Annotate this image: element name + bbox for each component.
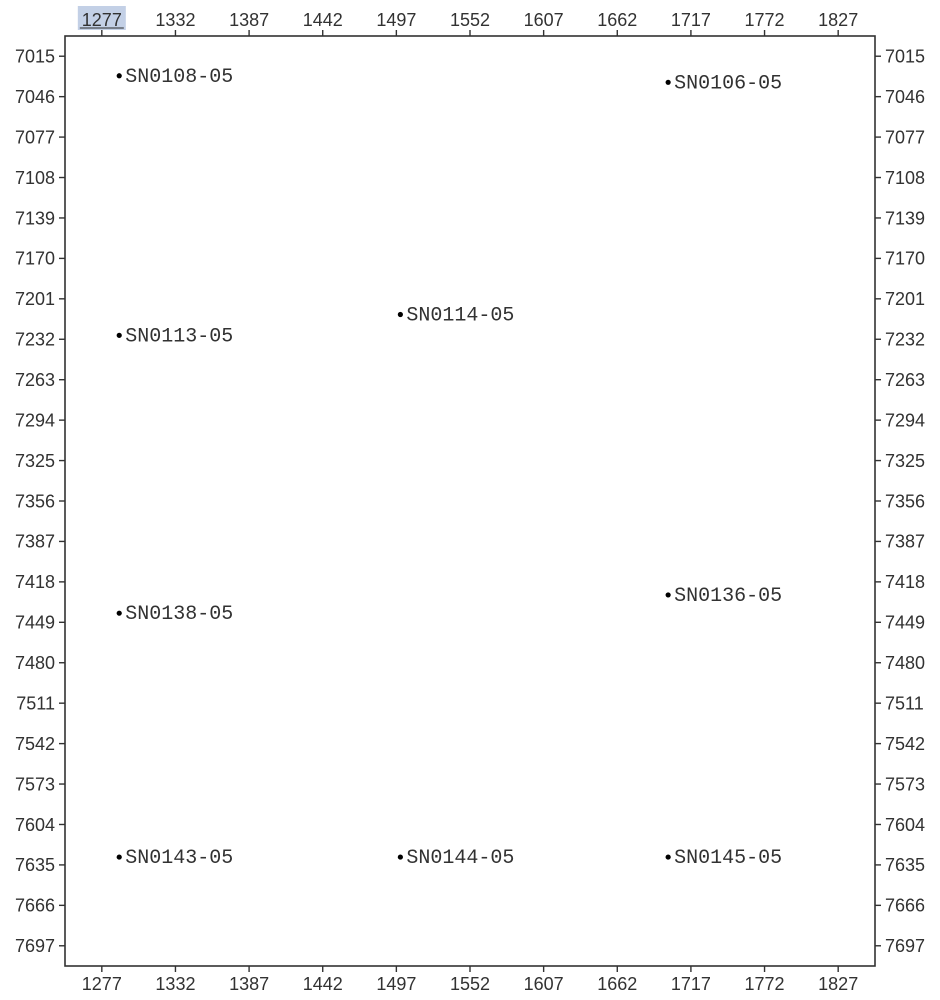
x-tick-top-label: 1442 [303,10,343,30]
x-tick-top-label: 1332 [155,10,195,30]
y-tick-right-label: 7139 [885,208,925,228]
x-tick-bottom-label: 1772 [745,974,785,994]
y-tick-right-label: 7294 [885,410,925,430]
data-point-label: SN0144-05 [406,847,514,870]
x-tick-bottom-label: 1497 [376,974,416,994]
data-point [666,854,671,859]
y-tick-left-label: 7325 [15,451,55,471]
x-tick-top-label: 1387 [229,10,269,30]
y-tick-right-label: 7697 [885,936,925,956]
data-point [666,592,671,597]
y-tick-left-label: 7449 [15,613,55,633]
y-tick-left-label: 7139 [15,208,55,228]
y-tick-left-label: 7387 [15,532,55,552]
x-tick-top-label: 1552 [450,10,490,30]
y-tick-left-label: 7697 [15,936,55,956]
data-point-label: SN0106-05 [674,72,782,95]
data-point-label: SN0138-05 [125,603,233,626]
y-tick-right-label: 7418 [885,572,925,592]
y-tick-left-label: 7263 [15,370,55,390]
y-tick-left-label: 7108 [15,168,55,188]
y-tick-right-label: 7511 [885,693,924,713]
data-point-label: SN0136-05 [674,585,782,608]
data-point [117,611,122,616]
y-tick-left-label: 7015 [15,47,55,67]
y-tick-left-label: 7511 [16,693,55,713]
y-tick-right-label: 7232 [885,330,925,350]
y-tick-right-label: 7201 [885,289,925,309]
y-tick-left-label: 7201 [15,289,55,309]
data-point-label: SN0143-05 [125,847,233,870]
x-tick-top-label: 1277 [82,10,122,30]
x-tick-bottom-label: 1332 [155,974,195,994]
x-tick-top-label: 1662 [597,10,637,30]
y-tick-left-label: 7232 [15,330,55,350]
y-tick-left-label: 7573 [15,774,55,794]
x-tick-bottom-label: 1277 [82,974,122,994]
x-tick-top-label: 1717 [671,10,711,30]
x-tick-bottom-label: 1662 [597,974,637,994]
x-tick-bottom-label: 1607 [524,974,564,994]
x-tick-bottom-label: 1717 [671,974,711,994]
y-tick-right-label: 7480 [885,653,925,673]
x-tick-top-label: 1827 [818,10,858,30]
y-tick-right-label: 7077 [885,127,925,147]
x-tick-bottom-label: 1442 [303,974,343,994]
y-tick-left-label: 7666 [15,896,55,916]
y-tick-right-label: 7666 [885,896,925,916]
y-tick-left-label: 7294 [15,410,55,430]
x-tick-top-label: 1772 [745,10,785,30]
y-tick-right-label: 7449 [885,613,925,633]
data-point [117,73,122,78]
y-tick-right-label: 7573 [885,774,925,794]
y-tick-right-label: 7387 [885,532,925,552]
y-tick-left-label: 7046 [15,87,55,107]
y-tick-left-label: 7635 [15,855,55,875]
y-tick-right-label: 7635 [885,855,925,875]
y-tick-right-label: 7015 [885,47,925,67]
data-point-label: SN0113-05 [125,325,233,348]
y-tick-right-label: 7604 [885,815,925,835]
y-tick-left-label: 7542 [15,734,55,754]
x-tick-top-label: 1607 [524,10,564,30]
x-tick-bottom-label: 1552 [450,974,490,994]
data-point [666,80,671,85]
y-tick-left-label: 7356 [15,491,55,511]
y-tick-right-label: 7170 [885,249,925,269]
x-tick-bottom-label: 1387 [229,974,269,994]
data-point [117,854,122,859]
y-tick-right-label: 7108 [885,168,925,188]
y-tick-right-label: 7356 [885,491,925,511]
data-point-label: SN0145-05 [674,847,782,870]
y-tick-left-label: 7077 [15,127,55,147]
y-tick-right-label: 7263 [885,370,925,390]
data-point [117,333,122,338]
y-tick-left-label: 7604 [15,815,55,835]
y-tick-left-label: 7418 [15,572,55,592]
y-tick-right-label: 7325 [885,451,925,471]
x-tick-top-label: 1497 [376,10,416,30]
x-tick-bottom-label: 1827 [818,974,858,994]
data-point [398,312,403,317]
y-tick-right-label: 7046 [885,87,925,107]
data-point [398,854,403,859]
data-point-label: SN0108-05 [125,66,233,89]
y-tick-left-label: 7170 [15,249,55,269]
scatter-chart: 1277 1277 1332 1332 1387 1387 1442 1442 1497 1497… [0,0,940,1000]
y-tick-left-label: 7480 [15,653,55,673]
y-tick-right-label: 7542 [885,734,925,754]
data-point-label: SN0114-05 [406,304,514,327]
